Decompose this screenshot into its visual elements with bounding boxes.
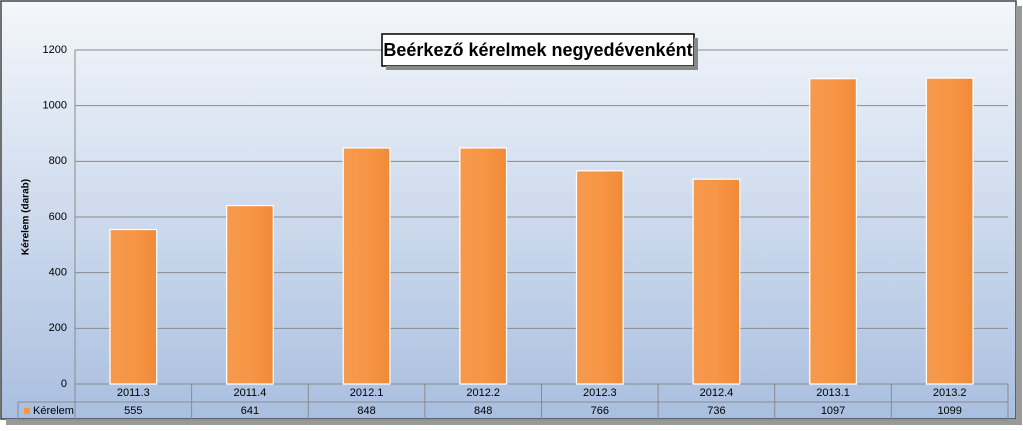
bar: [342, 147, 391, 385]
title-shadow: [694, 38, 698, 70]
x-tick-label: 2012.4: [700, 387, 734, 399]
shadow: [1016, 6, 1022, 424]
table-value: 1099: [937, 405, 961, 417]
legend-label: Kérelem: [33, 405, 74, 417]
bar: [809, 78, 857, 385]
table-value: 555: [124, 405, 142, 417]
x-tick-label: 2011.4: [234, 387, 267, 399]
bar: [226, 204, 274, 385]
y-axis-title: Kérelem (darab): [21, 179, 32, 255]
table-value: 736: [707, 405, 725, 417]
x-tick-label: 2012.2: [466, 387, 500, 399]
chart-title: Beérkező kérelmek negyedévenként: [383, 40, 692, 60]
y-tick-label: 1000: [43, 100, 67, 112]
bar: [925, 77, 974, 385]
table-value: 848: [357, 405, 375, 417]
bar: [575, 170, 624, 385]
y-tick-label: 200: [49, 322, 67, 334]
table-value: 641: [241, 405, 259, 417]
bar: [109, 228, 158, 385]
x-tick-label: 2013.2: [933, 387, 967, 399]
y-tick-label: 600: [49, 211, 67, 223]
bar: [692, 178, 741, 385]
x-tick-label: 2012.3: [583, 387, 617, 399]
table-value: 1097: [821, 405, 845, 417]
x-tick-label: 2012.1: [350, 387, 384, 399]
y-tick-label: 1200: [43, 44, 67, 56]
x-tick-label: 2011.3: [117, 387, 150, 399]
title-shadow: [386, 66, 698, 70]
table-value: 766: [591, 405, 609, 417]
bar: [459, 147, 508, 385]
y-tick-label: 0: [61, 378, 67, 390]
y-tick-label: 800: [49, 155, 67, 167]
x-tick-label: 2013.1: [816, 387, 850, 399]
legend-key: [24, 408, 30, 414]
plot-area: 0 200 400 600 800 1000 1200 Kérelem 2011.3 555 201…: [17, 44, 1009, 421]
y-tick-label: 400: [49, 267, 67, 279]
shadow: [6, 419, 1022, 425]
table-value: 848: [474, 405, 492, 417]
